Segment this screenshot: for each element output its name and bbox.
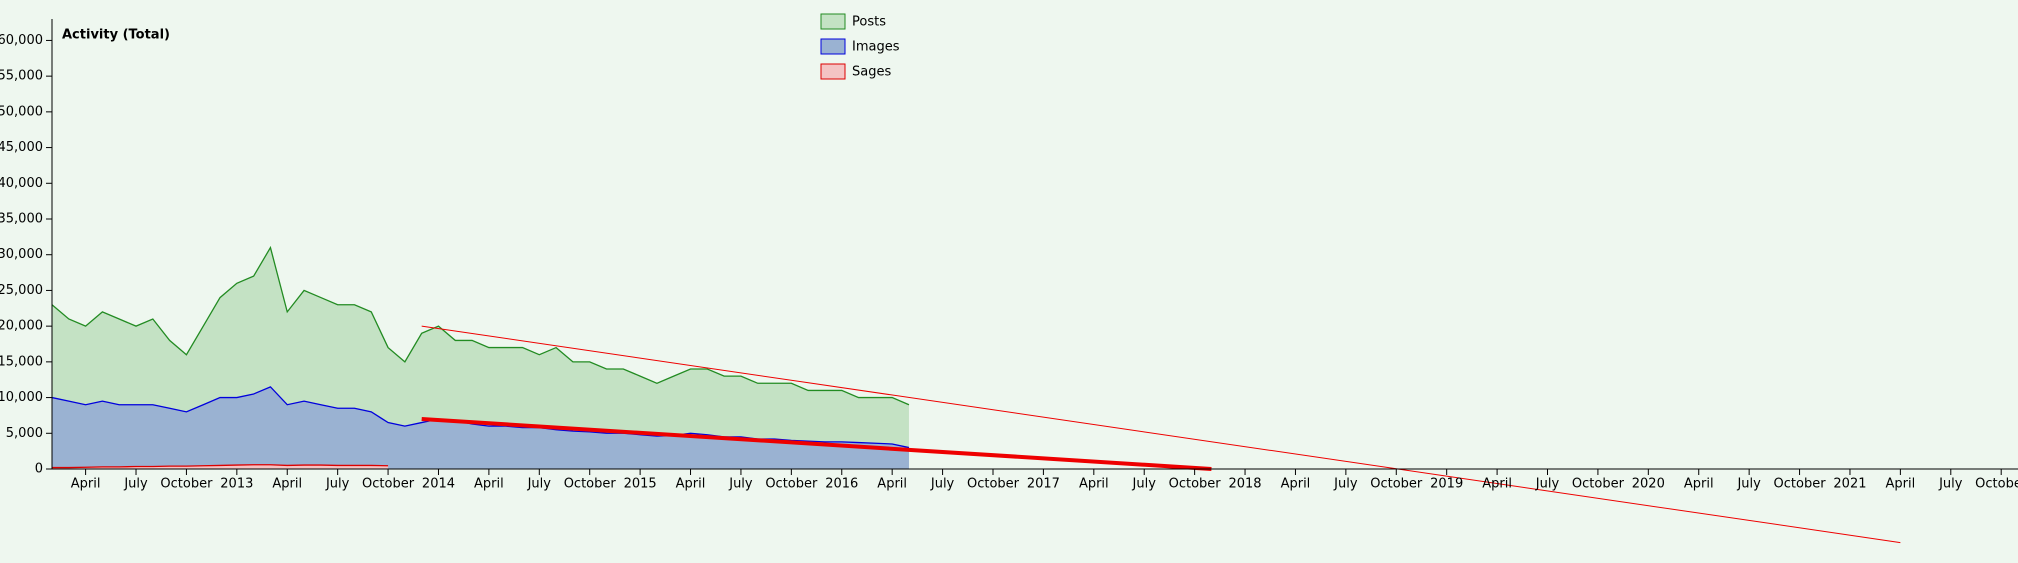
x-tick-label: July [1132,477,1157,492]
legend-swatch [820,38,846,55]
x-tick-label: April [1079,477,1109,492]
y-tick-label: 40,000 [0,176,43,191]
x-tick-label: July [527,477,552,492]
x-tick-label: October [362,477,415,492]
x-tick-label: July [1333,477,1358,492]
y-tick-label: 45,000 [0,140,43,155]
x-tick-label: July [123,477,148,492]
x-tick-label: October [1774,477,1827,492]
x-tick-label: July [1736,477,1761,492]
x-tick-label: April [71,477,101,492]
trend-line [421,417,1212,471]
y-tick-label: 60,000 [0,33,43,48]
x-tick-label: 2019 [1430,477,1463,492]
legend-swatch [820,13,846,30]
y-tick-label: 5,000 [6,426,43,441]
legend-label: Images [852,40,900,55]
legend-label: Sages [852,65,891,80]
x-tick-label: April [1482,477,1512,492]
y-tick-label: 10,000 [0,390,43,405]
y-tick-label: 25,000 [0,283,43,298]
x-tick-label: October [765,477,818,492]
x-tick-label: October [1975,477,2018,492]
y-tick-label: 50,000 [0,104,43,119]
chart-title: Activity (Total) [62,28,170,43]
series-line [52,464,389,469]
x-tick-label: October [160,477,213,492]
x-tick-label: April [474,477,504,492]
x-tick-label: October [1370,477,1423,492]
x-tick-label: July [930,477,955,492]
x-tick-label: October [1572,477,1625,492]
x-tick-label: October [564,477,617,492]
x-tick-label: April [1886,477,1916,492]
x-tick-label: April [272,477,302,492]
y-tick-label: 20,000 [0,319,43,334]
x-tick-label: October [1169,477,1222,492]
x-tick-label: July [325,477,350,492]
x-tick-label: April [676,477,706,492]
x-tick-label: 2016 [825,477,858,492]
x-tick-label: 2020 [1632,477,1665,492]
x-tick-label: 2018 [1228,477,1261,492]
legend-label: Posts [852,15,886,30]
x-tick-label: 2014 [422,477,455,492]
x-tick-label: April [1684,477,1714,492]
x-tick-label: July [728,477,753,492]
x-tick-label: October [967,477,1020,492]
x-tick-label: 2021 [1833,477,1866,492]
y-tick-label: 0 [35,462,43,477]
x-tick-label: July [1535,477,1560,492]
x-tick-label: April [877,477,907,492]
y-tick-label: 35,000 [0,212,43,227]
y-tick-label: 55,000 [0,69,43,84]
x-tick-label: 2013 [220,477,253,492]
trend-line [421,325,1901,544]
legend-swatch [820,63,846,80]
area [52,464,389,469]
y-tick-label: 15,000 [0,354,43,369]
x-tick-label: 2015 [624,477,657,492]
y-tick-label: 30,000 [0,247,43,262]
series-line [51,245,910,406]
x-tick-label: 2017 [1027,477,1060,492]
x-tick-label: April [1281,477,1311,492]
area [52,386,909,469]
x-tick-label: July [1938,477,1963,492]
